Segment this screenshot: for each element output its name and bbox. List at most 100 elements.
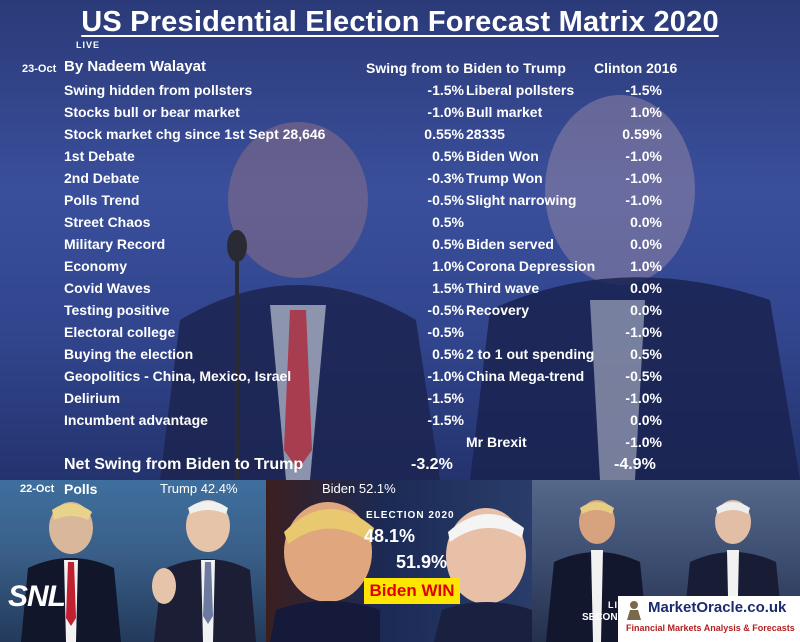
factor-cell: Stock market chg since 1st Sept 28,646 (64, 126, 326, 142)
net-clinton-value: -4.9% (614, 456, 656, 473)
factor-cell: Stocks bull or bear market (64, 104, 240, 120)
swing-cell: -0.5% (427, 302, 464, 318)
forecast-date: 23-Oct (22, 63, 57, 75)
clinton-cell: -1.0% (625, 170, 662, 186)
note-cell: Biden served (466, 236, 554, 252)
mid-biden-figure (434, 508, 532, 642)
table-row: 1st Debate 0.5% Biden Won -1.0% (0, 145, 800, 167)
swing-cell: -0.5% (427, 192, 464, 208)
live-tag-top: LIVE (76, 40, 101, 50)
swing-cell: -1.5% (427, 390, 464, 406)
factor-cell: Economy (64, 258, 128, 274)
polls-date: 22-Oct (20, 483, 55, 495)
note-cell: Biden Won (466, 148, 539, 164)
clinton-cell: 0.59% (622, 126, 662, 142)
table-row: Incumbent advantage -1.5% 0.0% (0, 409, 800, 431)
clinton-cell: 0.0% (630, 412, 662, 428)
trump-poll: Trump 42.4% (160, 481, 238, 496)
clinton-cell: 0.0% (630, 280, 662, 296)
swing-cell: 0.5% (432, 236, 464, 252)
table-row: Swing hidden from pollsters -1.5% Liberal … (0, 79, 800, 101)
swing-cell: 1.0% (432, 258, 464, 274)
clinton-cell: -1.0% (625, 148, 662, 164)
factor-cell: Incumbent advantage (64, 412, 208, 428)
note-cell: 2 to 1 out spending (466, 346, 595, 362)
factor-cell: Testing positive (64, 302, 170, 318)
table-row: Geopolitics - China, Mexico, Israel -1.0%… (0, 365, 800, 387)
snl-biden-figure (152, 500, 256, 642)
swing-cell: 1.5% (432, 280, 464, 296)
swing-cell: -1.0% (427, 368, 464, 384)
biden-figure (470, 95, 800, 480)
clinton-cell: 1.0% (630, 104, 662, 120)
snl-panel: SNL (0, 480, 266, 642)
swing-cell: -1.5% (427, 412, 464, 428)
swing-cell: 0.55% (424, 126, 464, 142)
clinton-cell: 0.0% (630, 214, 662, 230)
clinton-cell: -0.5% (625, 368, 662, 384)
factor-cell: Delirium (64, 390, 121, 406)
note-cell: Bull market (466, 104, 543, 120)
note-cell: Third wave (466, 280, 540, 296)
clinton-cell: 0.5% (630, 346, 662, 362)
swing-column-header: Swing from to Biden to Trump (366, 60, 566, 76)
factor-cell: Swing hidden from pollsters (64, 82, 253, 98)
mid-trump-figure (270, 502, 380, 642)
clinton-cell: 0.0% (630, 302, 662, 318)
note-cell: Mr Brexit (466, 434, 527, 450)
table-row: Mr Brexit -1.0% (0, 431, 800, 453)
factor-cell: 1st Debate (64, 148, 135, 164)
swing-cell: -0.3% (427, 170, 464, 186)
clinton-cell: -1.0% (625, 390, 662, 406)
note-cell: Recovery (466, 302, 530, 318)
trump-figure (160, 122, 440, 480)
table-row: Street Chaos 0.5% 0.0% (0, 211, 800, 233)
note-cell: Liberal pollsters (466, 82, 575, 98)
election-panel: ELECTION 2020 (266, 480, 532, 642)
page-title: US Presidential Election Forecast Matrix… (81, 6, 719, 38)
factor-cell: Geopolitics - China, Mexico, Israel (64, 368, 292, 384)
microphone (227, 230, 247, 480)
factor-cell: Street Chaos (64, 214, 151, 230)
clinton-column-header: Clinton 2016 (594, 60, 678, 76)
snl-logo: SNL (8, 580, 66, 613)
brand-name: MarketOracle.co.uk (648, 599, 787, 616)
swing-cell: -0.5% (427, 324, 464, 340)
author-byline: By Nadeem Walayat (64, 58, 207, 75)
swing-cell: -1.0% (427, 104, 464, 120)
table-row: Electoral college -0.5% -1.0% (0, 321, 800, 343)
factor-cell: Polls Trend (64, 192, 140, 208)
factor-cell: Military Record (64, 236, 166, 252)
swing-cell: 0.5% (432, 214, 464, 230)
oracle-figure-icon (627, 601, 641, 620)
table-row: 2nd Debate -0.3% Trump Won -1.0% (0, 167, 800, 189)
clinton-cell: -1.0% (625, 324, 662, 340)
swing-cell: 0.5% (432, 148, 464, 164)
table-row: Polls Trend -0.5% Slight narrowing -1.0% (0, 189, 800, 211)
election-2020-tag: ELECTION 2020 (366, 510, 455, 521)
factor-cell: Electoral college (64, 324, 176, 340)
biden-forecast-share: 51.9% (396, 552, 448, 572)
note-cell: China Mega-trend (466, 368, 585, 384)
table-row: Testing positive -0.5% Recovery 0.0% (0, 299, 800, 321)
note-cell: Trump Won (466, 170, 543, 186)
note-cell: Slight narrowing (466, 192, 577, 208)
swing-cell: -1.5% (427, 82, 464, 98)
debate-background: LIVE (0, 0, 800, 480)
clinton-cell: -1.0% (625, 434, 662, 450)
factor-cell: Covid Waves (64, 280, 151, 296)
biden-poll: Biden 52.1% (322, 481, 396, 496)
snl-trump-figure (21, 502, 121, 642)
clinton-cell: -1.5% (625, 82, 662, 98)
note-cell: Corona Depression (466, 258, 596, 274)
table-row: Military Record 0.5% Biden served 0.0% (0, 233, 800, 255)
table-row: Stock market chg since 1st Sept 28,646 0.… (0, 123, 800, 145)
polls-label: Polls (64, 481, 98, 497)
factor-cell: Buying the election (64, 346, 194, 362)
table-row: Covid Waves 1.5% Third wave 0.0% (0, 277, 800, 299)
note-cell: 28335 (466, 126, 505, 142)
brand-tagline: Financial Markets Analysis & Forecasts (626, 623, 795, 633)
swing-cell: 0.5% (432, 346, 464, 362)
table-row: Stocks bull or bear market -1.0% Bull mark… (0, 101, 800, 123)
